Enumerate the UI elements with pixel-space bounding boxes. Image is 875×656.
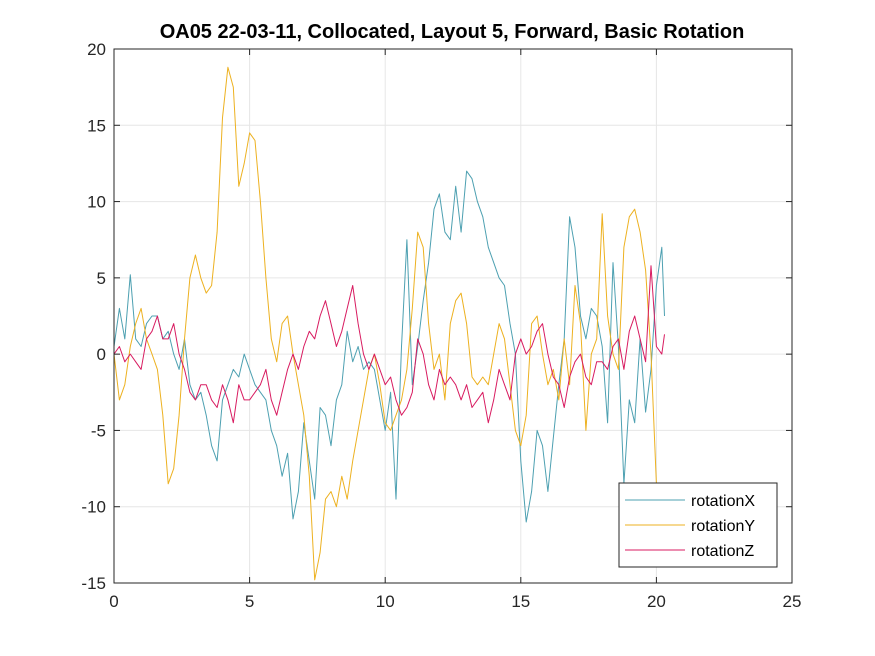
y-tick-label: 15 [87,116,106,135]
legend: rotationX rotationY rotationZ [618,482,778,568]
y-tick-label: -15 [81,574,106,593]
y-tick-label: 5 [97,269,106,288]
x-tick-label: 15 [511,592,530,611]
y-tick-label: 0 [97,345,106,364]
y-tick-label: 20 [87,40,106,59]
y-tick-label: -10 [81,498,106,517]
chart-title: OA05 22-03-11, Collocated, Layout 5, For… [160,21,745,43]
legend-label-rotationY: rotationY [691,518,755,535]
y-tick-label: -5 [91,421,106,440]
x-tick-label: 5 [245,592,254,611]
legend-label-rotationZ: rotationZ [691,543,754,560]
series-lines [113,66,665,581]
x-tick-label: 0 [109,592,118,611]
x-tick-label: 10 [376,592,395,611]
y-tick-label: 10 [87,193,106,212]
series-line-rotationX [113,170,665,523]
axes: 0 5 10 15 20 25 -15 -10 -5 0 5 10 15 20 [81,40,801,611]
x-tick-label: 25 [783,592,802,611]
legend-label-rotationX: rotationX [691,493,755,510]
x-tick-label: 20 [647,592,666,611]
plot-frame [113,48,793,584]
series-line-rotationY [113,66,657,581]
series-line-rotationZ [113,265,665,424]
